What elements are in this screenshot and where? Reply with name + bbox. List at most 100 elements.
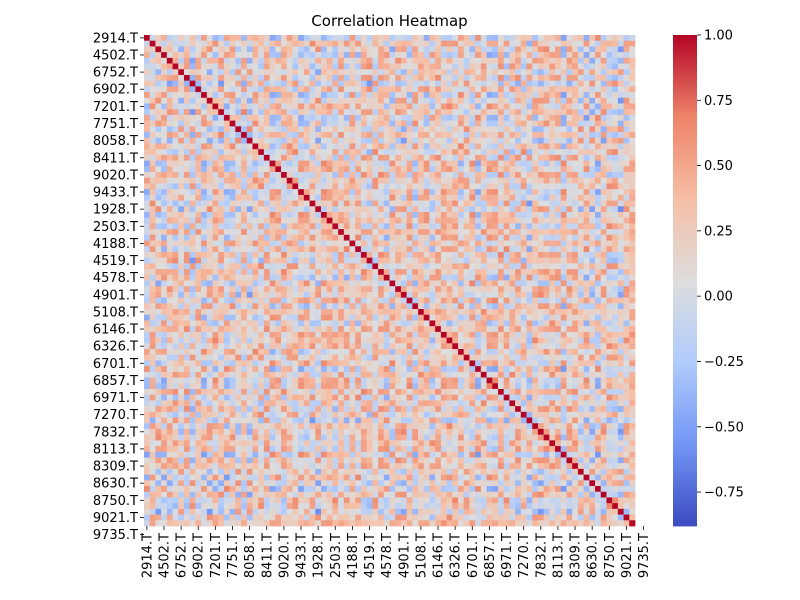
- heatmap-cell: [355, 194, 362, 201]
- heatmap-cell: [223, 274, 230, 281]
- heatmap-cell: [480, 269, 487, 276]
- heatmap-cell: [526, 360, 533, 367]
- heatmap-cell: [201, 269, 208, 276]
- heatmap-cell: [229, 206, 236, 213]
- heatmap-cell: [520, 309, 527, 316]
- heatmap-cell: [172, 80, 179, 87]
- heatmap-cell: [406, 74, 413, 82]
- heatmap-cell: [349, 291, 356, 298]
- heatmap-cell: [555, 120, 562, 127]
- heatmap-cell: [309, 114, 316, 121]
- heatmap-cell: [446, 314, 453, 321]
- heatmap-cell: [526, 40, 533, 47]
- heatmap-cell: [320, 303, 328, 310]
- heatmap-cell: [366, 309, 373, 316]
- heatmap-cell: [235, 251, 242, 259]
- heatmap-cell: [229, 63, 236, 70]
- heatmap-cell: [583, 234, 590, 241]
- heatmap-cell: [589, 35, 596, 42]
- heatmap-cell: [389, 52, 396, 59]
- heatmap-cell: [526, 229, 533, 236]
- heatmap-cell: [183, 337, 191, 344]
- heatmap-cell: [332, 189, 339, 196]
- heatmap-cell: [343, 97, 350, 104]
- heatmap-cell: [423, 149, 430, 156]
- heatmap-cell: [617, 303, 624, 310]
- heatmap-cell: [281, 160, 288, 167]
- heatmap-cell: [258, 114, 265, 121]
- heatmap-cell: [378, 40, 385, 47]
- heatmap-cell: [418, 40, 425, 47]
- heatmap-cell: [338, 274, 345, 281]
- heatmap-cell: [463, 360, 470, 367]
- heatmap-cell: [252, 337, 259, 344]
- heatmap-cell: [201, 57, 208, 64]
- heatmap-cell: [418, 280, 425, 287]
- heatmap-cell: [606, 132, 613, 139]
- heatmap-cell: [378, 86, 385, 93]
- heatmap-cell: [309, 149, 316, 156]
- heatmap-cell: [440, 154, 447, 161]
- heatmap-cell: [617, 166, 624, 173]
- heatmap-cell: [360, 137, 368, 144]
- heatmap-cell: [612, 200, 619, 207]
- heatmap-cell: [275, 166, 282, 173]
- heatmap-cell: [400, 297, 407, 304]
- heatmap-cell: [486, 263, 493, 270]
- heatmap-cell: [161, 314, 168, 321]
- heatmap-cell: [149, 160, 156, 167]
- heatmap-cell: [155, 246, 162, 253]
- heatmap-cell: [241, 240, 248, 247]
- heatmap-cell: [532, 217, 539, 224]
- heatmap-cell: [509, 149, 516, 156]
- heatmap-cell: [560, 206, 567, 213]
- heatmap-cell: [389, 331, 396, 338]
- heatmap-cell: [275, 63, 282, 70]
- heatmap-cell: [446, 331, 453, 338]
- heatmap-cell: [595, 92, 602, 99]
- heatmap-cell: [629, 80, 636, 87]
- heatmap-cell: [623, 234, 630, 241]
- heatmap-cell: [503, 234, 510, 241]
- heatmap-cell: [378, 223, 385, 230]
- heatmap-cell: [497, 172, 505, 179]
- heatmap-cell: [440, 274, 447, 281]
- heatmap-cell: [183, 120, 191, 127]
- heatmap-cell: [395, 211, 402, 219]
- heatmap-cell: [560, 40, 567, 47]
- heatmap-cell: [595, 223, 602, 230]
- heatmap-cell: [149, 189, 156, 196]
- heatmap-cell: [246, 149, 253, 156]
- heatmap-cell: [458, 194, 465, 201]
- heatmap-cell: [320, 143, 328, 150]
- heatmap-cell: [229, 189, 236, 196]
- heatmap-cell: [360, 206, 368, 213]
- heatmap-cell: [229, 269, 236, 276]
- heatmap-cell: [606, 349, 613, 356]
- heatmap-cell: [269, 132, 276, 139]
- heatmap-cell: [549, 80, 556, 87]
- heatmap-cell: [212, 137, 219, 144]
- heatmap-cell: [286, 57, 293, 64]
- heatmap-cell: [600, 297, 607, 304]
- heatmap-cell: [463, 183, 470, 190]
- heatmap-cell: [463, 354, 470, 361]
- heatmap-cell: [418, 63, 425, 70]
- heatmap-cell: [383, 183, 390, 190]
- heatmap-cell: [458, 166, 465, 173]
- heatmap-cell: [520, 206, 527, 213]
- heatmap-cell: [298, 229, 305, 236]
- heatmap-cell: [166, 366, 173, 373]
- heatmap-cell: [532, 149, 539, 156]
- heatmap-cell: [383, 126, 390, 133]
- heatmap-cell: [383, 40, 390, 47]
- heatmap-cell: [275, 337, 282, 344]
- heatmap-cell: [246, 80, 253, 87]
- heatmap-cell: [572, 309, 579, 316]
- heatmap-cell: [629, 137, 636, 144]
- heatmap-cell: [520, 360, 527, 367]
- heatmap-cell: [315, 263, 322, 270]
- heatmap-cell: [543, 120, 550, 127]
- heatmap-cell: [572, 74, 579, 82]
- heatmap-cell: [395, 40, 402, 47]
